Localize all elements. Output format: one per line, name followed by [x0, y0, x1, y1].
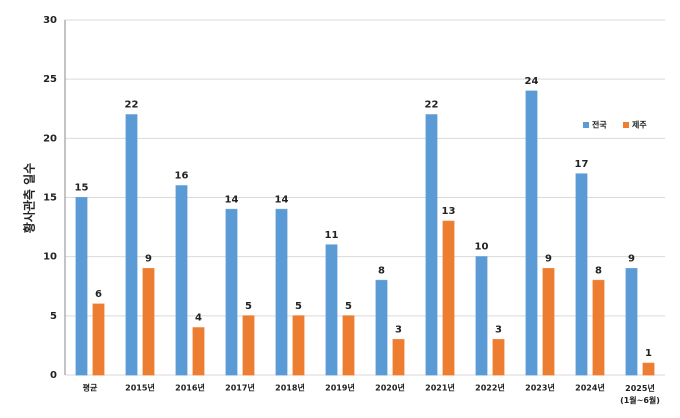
bar: [192, 327, 205, 376]
data-label: 4: [195, 313, 202, 324]
data-label: 8: [595, 265, 602, 276]
bar: [342, 315, 355, 376]
legend-swatch: [583, 122, 589, 128]
bar: [275, 208, 288, 376]
bar: [625, 268, 638, 376]
y-tick-label: 25: [43, 74, 57, 85]
bar: [75, 197, 88, 376]
data-label: 22: [125, 100, 139, 111]
x-tick-label: 2021년: [425, 383, 455, 393]
bar: [242, 315, 255, 376]
data-label: 9: [145, 254, 152, 265]
y-tick-label: 20: [43, 133, 57, 144]
x-tick-label: 2022년: [475, 383, 505, 393]
data-label: 11: [325, 230, 339, 241]
y-axis-label: 황사관측 일수: [22, 163, 37, 233]
bar: [375, 279, 388, 376]
data-label: 14: [225, 194, 239, 205]
data-label: 13: [442, 206, 456, 217]
bar: [292, 315, 305, 376]
data-label: 9: [545, 254, 552, 265]
x-tick-label: 2024년: [575, 383, 605, 393]
legend-label: 제주: [632, 120, 647, 130]
data-label: 5: [245, 301, 252, 312]
bar: [575, 173, 588, 376]
x-tick-label: 2025년 (1월~6월): [620, 383, 660, 405]
y-tick-label: 30: [43, 15, 57, 26]
bar: [325, 244, 338, 376]
bar: [225, 208, 238, 376]
legend-swatch: [623, 122, 629, 128]
data-label: 9: [628, 254, 635, 265]
x-tick-label: 2019년: [325, 383, 355, 393]
bar: [542, 268, 555, 376]
data-label: 3: [495, 325, 502, 336]
legend-label: 전국: [592, 120, 607, 130]
y-tick-label: 5: [50, 311, 57, 322]
bar: [492, 339, 505, 376]
y-tick-label: 0: [50, 370, 57, 381]
x-tick-label: 평균: [83, 383, 98, 393]
bar: [92, 303, 105, 376]
data-label: 8: [378, 265, 385, 276]
bar: [592, 279, 605, 376]
data-label: 16: [175, 171, 189, 182]
data-label: 14: [275, 194, 289, 205]
bar: [175, 185, 188, 376]
bar: [475, 256, 488, 376]
bar: [392, 339, 405, 376]
data-label: 6: [95, 289, 102, 300]
x-tick-label: 2018년: [275, 383, 305, 393]
bar: [425, 114, 438, 376]
data-label: 5: [345, 301, 352, 312]
x-tick-label: 2023년: [525, 383, 555, 393]
bar: [442, 220, 455, 376]
x-tick-label: 2016년: [175, 383, 205, 393]
data-label: 10: [475, 242, 489, 253]
y-tick-label: 15: [43, 193, 57, 204]
x-tick-label: 2015년: [125, 383, 155, 393]
y-tick-label: 10: [43, 252, 57, 263]
x-tick-label: 2020년: [375, 383, 405, 393]
data-label: 1: [645, 348, 652, 359]
bar: [125, 114, 138, 376]
data-label: 5: [295, 301, 302, 312]
bar: [525, 90, 538, 376]
data-label: 22: [425, 100, 439, 111]
x-tick-label: 2017년: [225, 383, 255, 393]
bar: [642, 362, 655, 376]
data-label: 17: [575, 159, 589, 170]
data-label: 3: [395, 325, 402, 336]
data-label: 15: [75, 183, 89, 194]
bar: [142, 268, 155, 376]
data-label: 24: [525, 76, 539, 87]
